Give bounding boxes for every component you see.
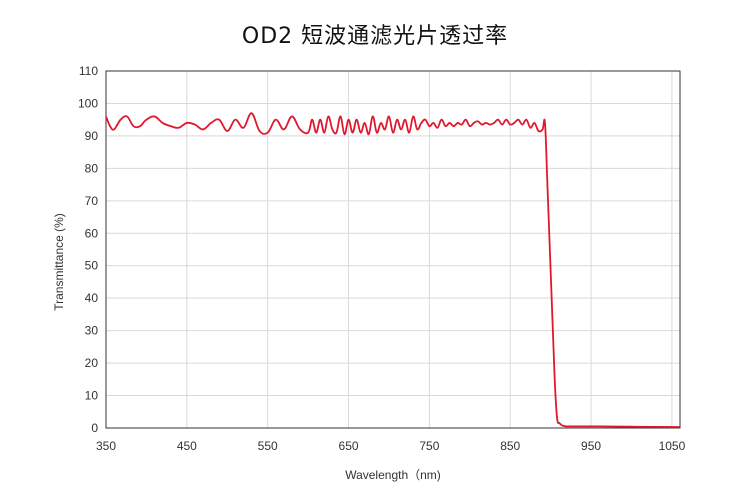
x-tick-label: 550 bbox=[258, 439, 278, 453]
x-tick-label: 650 bbox=[339, 439, 359, 453]
y-tick-label: 10 bbox=[85, 389, 99, 403]
y-tick-label: 40 bbox=[85, 291, 99, 305]
x-tick-label: 950 bbox=[581, 439, 601, 453]
transmittance-line bbox=[105, 112, 681, 428]
grid bbox=[105, 70, 680, 429]
chart-title: OD2 短波通滤光片透过率 bbox=[241, 24, 509, 49]
y-tick-label: 50 bbox=[85, 259, 99, 273]
y-tick-labels: 0 10 20 30 40 50 60 70 80 90 100 110 bbox=[78, 64, 98, 435]
y-tick-label: 110 bbox=[79, 64, 98, 78]
y-tick-label: 0 bbox=[91, 421, 98, 435]
x-tick-label: 350 bbox=[96, 439, 116, 453]
y-axis-label: Transmittance (%) bbox=[52, 213, 66, 311]
y-tick-label: 90 bbox=[85, 129, 99, 143]
x-tick-label: 450 bbox=[177, 439, 197, 453]
y-tick-label: 20 bbox=[85, 356, 99, 370]
y-tick-label: 100 bbox=[78, 96, 98, 110]
x-tick-labels: 350 450 550 650 750 850 950 1050 bbox=[96, 439, 686, 453]
x-axis-label: Wavelength（nm) bbox=[345, 468, 441, 482]
x-tick-label: 850 bbox=[500, 439, 520, 453]
y-tick-label: 30 bbox=[85, 324, 99, 338]
y-tick-label: 70 bbox=[85, 194, 99, 208]
y-tick-label: 60 bbox=[85, 226, 99, 240]
x-tick-label: 750 bbox=[419, 439, 439, 453]
y-tick-label: 80 bbox=[85, 161, 99, 175]
x-tick-label: 1050 bbox=[659, 439, 686, 453]
plot-frame bbox=[105, 70, 681, 429]
